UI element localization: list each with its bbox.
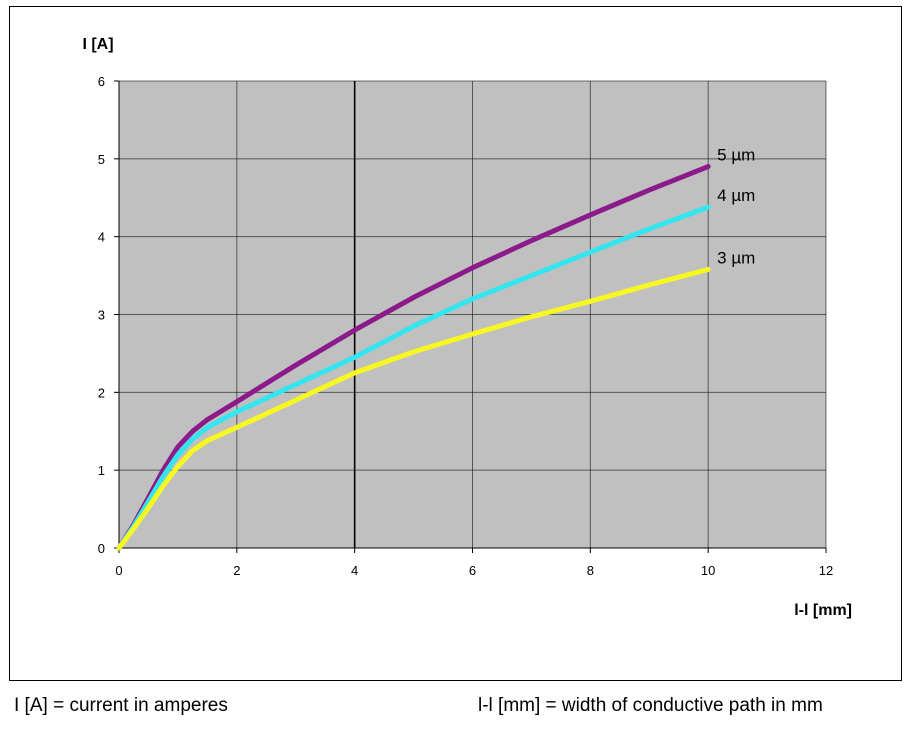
y-tick-label: 6 [98, 74, 105, 89]
y-tick-label: 1 [98, 463, 105, 478]
x-tick-label: 0 [115, 563, 122, 578]
series-line-1 [116, 164, 711, 551]
y-tick-label: 0 [98, 541, 105, 556]
caption-current: I [A] = current in amperes [14, 695, 228, 716]
x-tick-label: 4 [351, 563, 358, 578]
y-axis-label: I [A] [82, 36, 113, 53]
gridlines [119, 80, 827, 548]
x-tick-label: 6 [469, 563, 476, 578]
caption-width: l-l [mm] = width of conductive path in m… [478, 695, 823, 716]
y-tick-label: 4 [98, 230, 105, 245]
curve-label-3: 3 µm [717, 248, 755, 267]
curve-label-1: 5 µm [717, 146, 755, 165]
series-line-2 [116, 204, 711, 551]
x-tick-label: 8 [587, 563, 594, 578]
x-axis-label: l-l [mm] [794, 602, 852, 619]
x-tick-label: 10 [701, 563, 715, 578]
y-tick-label: 3 [98, 308, 105, 323]
curve-label-2: 4 µm [717, 186, 755, 205]
series-line-3 [116, 266, 711, 551]
x-tick-label: 12 [819, 563, 833, 578]
y-tick-label: 2 [98, 385, 105, 400]
series-lines [116, 164, 711, 551]
y-tick-label: 5 [98, 152, 105, 167]
curve-labels: 5 µm 4 µm 3 µm [717, 146, 755, 268]
x-tick-label: 2 [233, 563, 240, 578]
chart-frame: 0 1 2 3 4 5 6 0 2 4 6 8 10 12 5 µm 4 µm 3 µm I [A] l-l … [9, 6, 902, 681]
